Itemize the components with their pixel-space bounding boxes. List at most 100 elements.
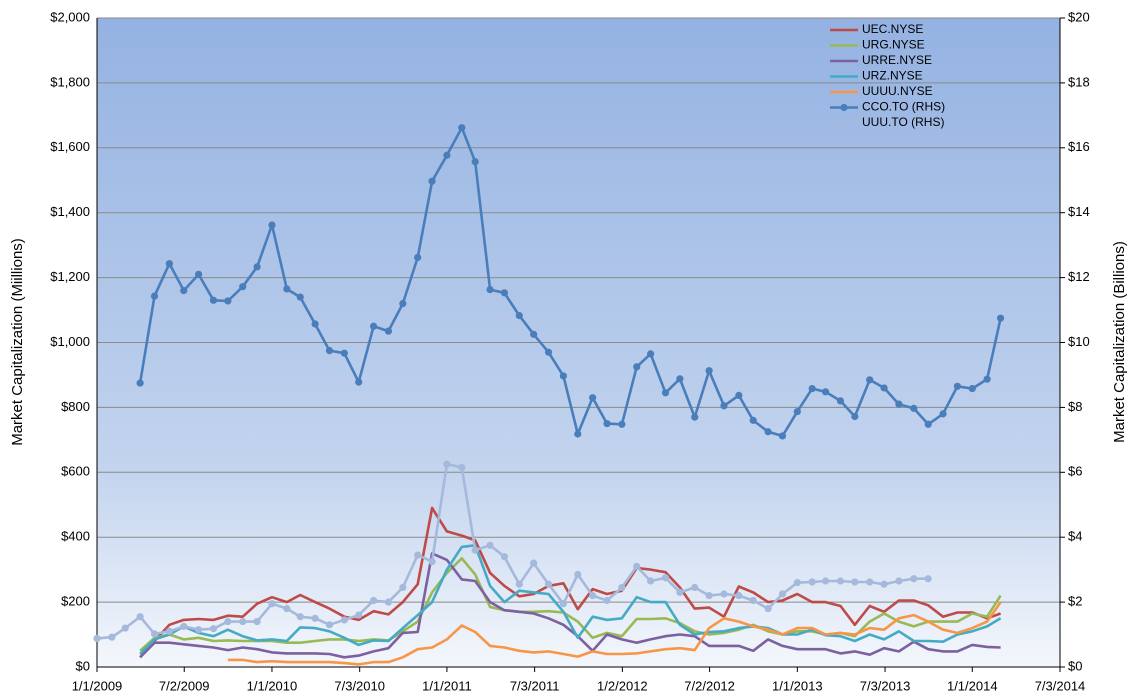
- x-tick-label: 7/2/2012: [684, 678, 735, 693]
- series-marker: [633, 363, 641, 371]
- series-marker: [808, 384, 816, 393]
- series-marker: [924, 575, 932, 583]
- series-marker: [136, 379, 144, 387]
- series-line: [139, 544, 1002, 655]
- series-marker: [165, 260, 173, 268]
- x-tick-label: 7/3/2011: [510, 678, 560, 693]
- series-marker: [983, 375, 991, 383]
- series-marker: [793, 408, 801, 416]
- y2-tick-label: $0: [1068, 658, 1082, 673]
- legend-label: UUUU.NYSE: [862, 84, 933, 98]
- series-line: [138, 126, 1002, 438]
- series-marker: [283, 285, 291, 293]
- y-tick-label: $2,000: [50, 9, 90, 24]
- legend-label: URG.NYSE: [862, 38, 925, 52]
- series-marker: [414, 253, 422, 262]
- series-marker: [530, 559, 538, 567]
- series-marker: [108, 633, 116, 641]
- y-axis-title: Market Capitalization (Miillions): [9, 238, 26, 446]
- series-marker: [836, 577, 845, 585]
- series-marker: [224, 617, 232, 626]
- series-line: [227, 601, 1002, 666]
- series-marker: [325, 347, 334, 355]
- series-marker: [121, 624, 129, 632]
- series-marker: [720, 590, 728, 598]
- series-marker: [720, 402, 728, 410]
- series-marker: [866, 578, 874, 586]
- series-marker: [574, 570, 582, 579]
- series-marker: [544, 580, 553, 588]
- series-marker: [311, 614, 319, 622]
- series-marker: [851, 578, 859, 586]
- series-marker: [195, 626, 203, 634]
- series-line: [139, 506, 1002, 659]
- series-marker: [224, 297, 232, 305]
- series-marker: [968, 384, 976, 393]
- series-marker: [764, 428, 772, 436]
- x-tick-label: 1/1/2009: [72, 678, 123, 693]
- series-marker: [180, 286, 188, 295]
- series-marker: [355, 611, 363, 619]
- series-marker: [953, 382, 962, 390]
- y2-axis-title: Market Capitalization (Billions): [1111, 241, 1128, 443]
- x-tick-label: 7/3/2013: [860, 678, 911, 693]
- series-marker: [296, 613, 304, 621]
- series-marker: [691, 413, 699, 421]
- legend-marker: [840, 119, 848, 127]
- series-marker: [589, 592, 597, 600]
- series-marker: [735, 592, 743, 600]
- series-marker: [150, 292, 159, 300]
- series-marker: [589, 394, 597, 402]
- series-marker: [340, 616, 348, 624]
- series-marker: [691, 583, 699, 592]
- series-marker: [443, 460, 451, 468]
- series-marker: [996, 314, 1005, 322]
- series-marker: [895, 400, 903, 408]
- series-marker: [530, 330, 538, 338]
- series-marker: [180, 622, 188, 631]
- series-marker: [428, 177, 436, 185]
- series-marker: [253, 617, 261, 626]
- series-marker: [910, 575, 918, 583]
- series-marker: [515, 580, 523, 588]
- x-tick-label: 7/2/2009: [159, 678, 210, 693]
- series-marker: [93, 634, 101, 643]
- series-line: [139, 552, 1001, 659]
- series-marker: [136, 613, 144, 621]
- x-tick-label: 1/1/2014: [947, 678, 998, 693]
- series-marker: [851, 412, 859, 421]
- series-marker: [486, 286, 494, 294]
- x-tick-label: 1/2/2012: [597, 678, 648, 693]
- series-marker: [296, 293, 304, 301]
- series-marker: [283, 604, 291, 613]
- y2-tick-label: $4: [1068, 529, 1082, 544]
- legend-label: CCO.TO (RHS): [862, 100, 945, 114]
- y2-tick-label: $20: [1068, 9, 1090, 24]
- series-marker: [778, 432, 787, 440]
- series-marker: [471, 158, 479, 166]
- legend-label: URRE.NYSE: [862, 53, 932, 67]
- series-marker: [486, 541, 494, 549]
- legend-label: UUU.TO (RHS): [862, 115, 944, 129]
- series-marker: [647, 350, 655, 358]
- x-tick-label: 7/3/2014: [1035, 678, 1086, 693]
- series-marker: [428, 557, 436, 566]
- legend-label: UEC.NYSE: [862, 22, 923, 36]
- series-marker: [209, 625, 218, 633]
- x-tick-label: 1/1/2013: [772, 678, 823, 693]
- series-marker: [559, 372, 568, 380]
- series-marker: [778, 590, 787, 598]
- series-marker: [705, 367, 713, 375]
- series-marker: [384, 327, 393, 335]
- series-marker: [325, 621, 334, 629]
- y-tick-label: $0: [76, 658, 90, 673]
- series-marker: [209, 296, 218, 304]
- series-marker: [150, 630, 159, 638]
- series-marker: [749, 416, 757, 424]
- series-marker: [268, 600, 276, 608]
- series-marker: [939, 410, 947, 418]
- series-marker: [661, 389, 670, 397]
- series-marker: [268, 221, 276, 229]
- series-marker: [661, 574, 670, 582]
- series-marker: [633, 562, 641, 571]
